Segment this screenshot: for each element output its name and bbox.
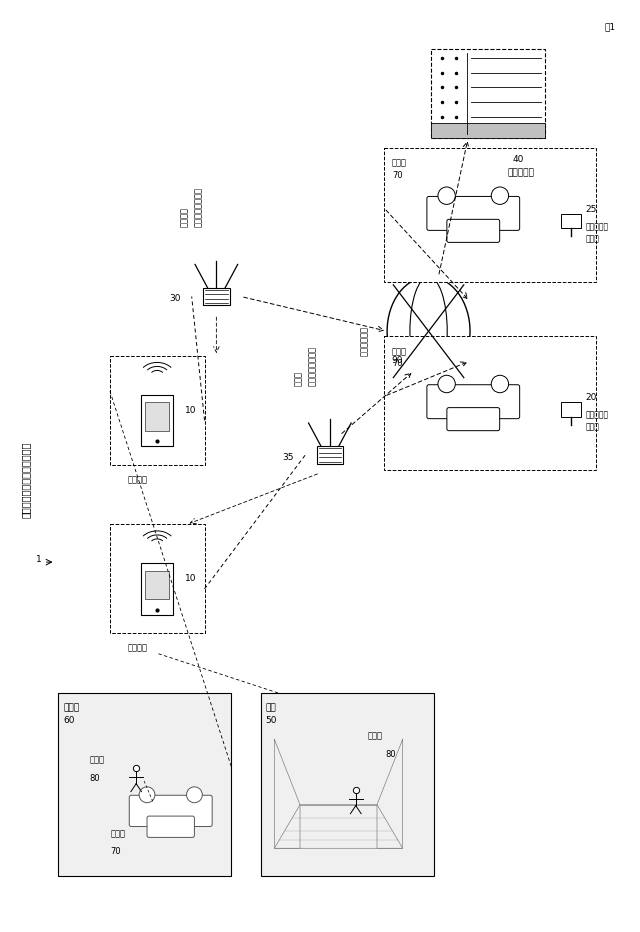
Bar <box>431 48 545 138</box>
Text: 店舗: 店舗 <box>266 704 276 713</box>
Bar <box>145 571 169 599</box>
Circle shape <box>139 787 155 802</box>
Bar <box>141 394 173 446</box>
Text: 80: 80 <box>385 750 396 760</box>
Text: 駐車場: 駐車場 <box>63 704 79 713</box>
Text: 20: 20 <box>586 393 597 402</box>
Text: 60: 60 <box>63 716 75 725</box>
Text: 80: 80 <box>90 774 100 783</box>
Text: 30: 30 <box>169 295 180 304</box>
FancyBboxPatch shape <box>147 816 195 837</box>
Text: 店舗内: 店舗内 <box>294 371 303 386</box>
Text: アクセスポイント: アクセスポイント <box>194 187 203 227</box>
Bar <box>561 213 580 228</box>
Text: 25: 25 <box>586 204 597 213</box>
Text: 利用者: 利用者 <box>368 732 383 741</box>
Text: 40: 40 <box>513 155 524 164</box>
Circle shape <box>186 787 202 802</box>
Text: 90: 90 <box>391 356 403 365</box>
Text: 35: 35 <box>282 453 294 462</box>
Text: 嘶1: 嘶1 <box>605 22 616 31</box>
Ellipse shape <box>387 277 470 386</box>
FancyBboxPatch shape <box>447 219 500 242</box>
Bar <box>110 356 205 465</box>
Text: 読取器: 読取器 <box>586 422 600 432</box>
Bar <box>260 693 433 876</box>
Bar <box>561 402 580 417</box>
Circle shape <box>438 187 455 204</box>
Bar <box>384 148 596 281</box>
Text: 10: 10 <box>185 406 196 415</box>
Bar <box>145 403 169 431</box>
Text: 70: 70 <box>392 171 403 180</box>
Bar <box>58 693 231 876</box>
FancyBboxPatch shape <box>427 197 520 230</box>
Text: サーバ装置: サーバ装置 <box>508 169 534 178</box>
Text: 自動車: 自動車 <box>392 347 407 356</box>
FancyBboxPatch shape <box>427 385 520 418</box>
Text: 携帯端末: 携帯端末 <box>127 475 148 484</box>
Bar <box>110 525 205 634</box>
Text: 自動車: 自動車 <box>392 158 407 168</box>
Text: 70: 70 <box>392 359 403 368</box>
Text: 1: 1 <box>36 555 42 564</box>
Bar <box>317 446 343 464</box>
Bar <box>384 336 596 470</box>
Bar <box>141 563 173 615</box>
Text: 入場口車番: 入場口車番 <box>586 411 609 419</box>
Text: 利用者: 利用者 <box>90 756 104 764</box>
Circle shape <box>438 376 455 392</box>
Text: 不適切駐車車両推定システム: 不適切駐車車両推定システム <box>21 442 31 518</box>
Text: 出場口車番: 出場口車番 <box>586 223 609 231</box>
Text: 自動車: 自動車 <box>110 829 125 838</box>
Text: ネットワーク: ネットワーク <box>360 326 369 356</box>
FancyBboxPatch shape <box>447 407 500 431</box>
Text: アクセスポイント: アクセスポイント <box>308 346 317 386</box>
Text: 読取器: 読取器 <box>586 234 600 243</box>
Text: 50: 50 <box>266 716 277 725</box>
Text: 10: 10 <box>185 574 196 583</box>
Text: 駐車場内: 駐車場内 <box>180 207 189 227</box>
Text: 70: 70 <box>110 847 121 857</box>
Bar <box>431 123 545 138</box>
Circle shape <box>492 376 509 392</box>
Circle shape <box>492 187 509 204</box>
Bar <box>203 288 230 306</box>
FancyBboxPatch shape <box>129 795 212 827</box>
Text: 携帯端末: 携帯端末 <box>127 643 148 652</box>
